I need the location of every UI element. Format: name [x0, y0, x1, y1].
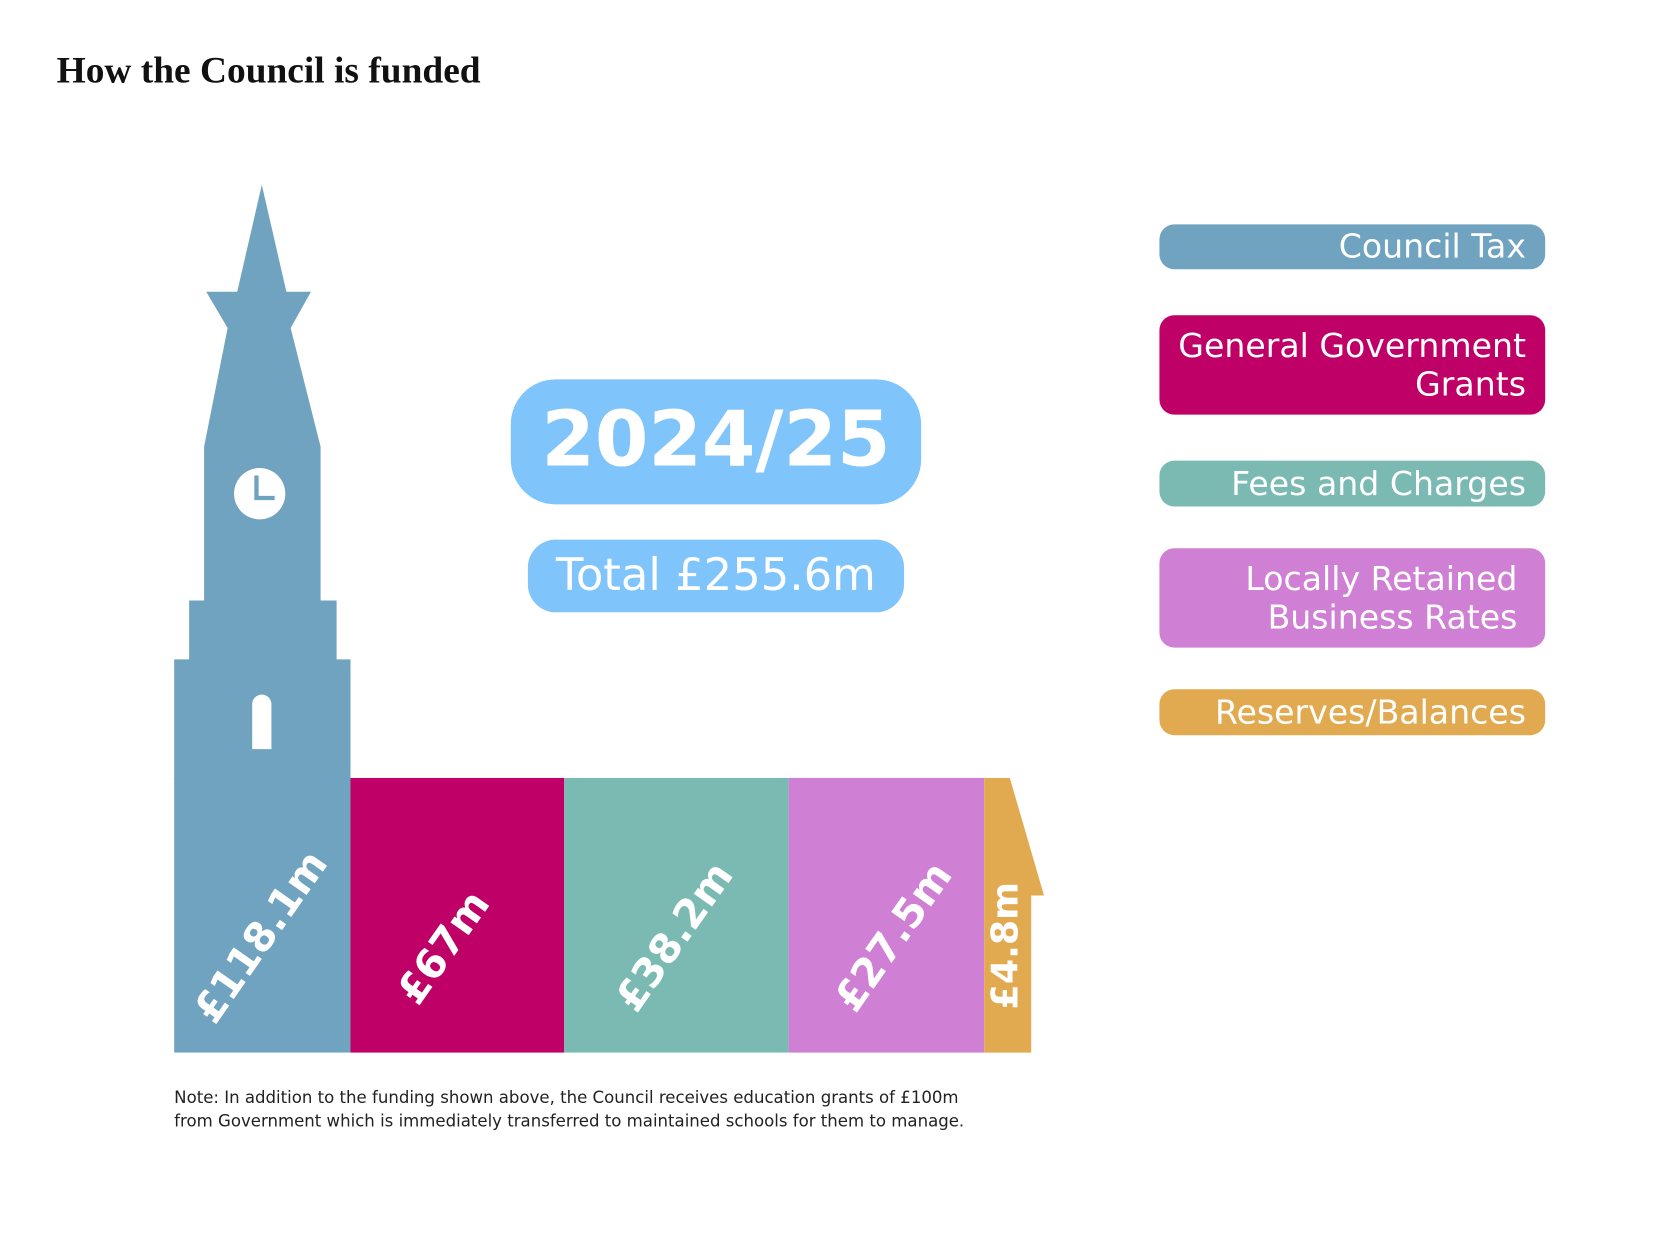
period: 2024/25 — [541, 396, 890, 485]
legend-entry: Locally Retained Business Rates — [1159, 548, 1546, 648]
bar — [984, 777, 1045, 1053]
window — [252, 694, 272, 750]
note-line: Note: In addition to the funding shown a… — [174, 1087, 959, 1108]
chart-title: How the Council is funded — [56, 49, 481, 91]
note-line: from Government which is immediately tra… — [174, 1111, 965, 1131]
tower — [174, 184, 351, 780]
total-pill — [527, 539, 905, 613]
bar — [350, 777, 565, 1053]
legend-entry: General Government Grants — [1159, 315, 1546, 415]
bar — [564, 777, 789, 1053]
legend-entry: Fees and Charges — [1159, 460, 1546, 507]
note: Note: In addition to the funding shown a… — [174, 1086, 964, 1133]
clock — [234, 468, 286, 520]
legend-entry: Reserves/Balances — [1159, 689, 1546, 736]
total: Total £255.6m — [555, 548, 876, 601]
period-pill — [510, 379, 922, 505]
legend-entry: Council Tax — [1159, 224, 1546, 270]
value-label: £4.8m — [984, 882, 1027, 1010]
bar — [788, 777, 985, 1053]
bar — [174, 777, 351, 1053]
clock-hands — [254, 475, 275, 501]
